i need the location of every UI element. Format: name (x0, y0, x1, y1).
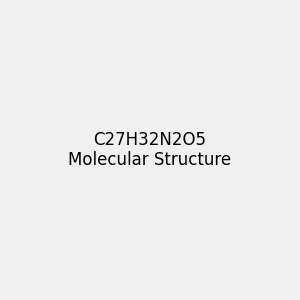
Text: C27H32N2O5
Molecular Structure: C27H32N2O5 Molecular Structure (68, 130, 232, 170)
